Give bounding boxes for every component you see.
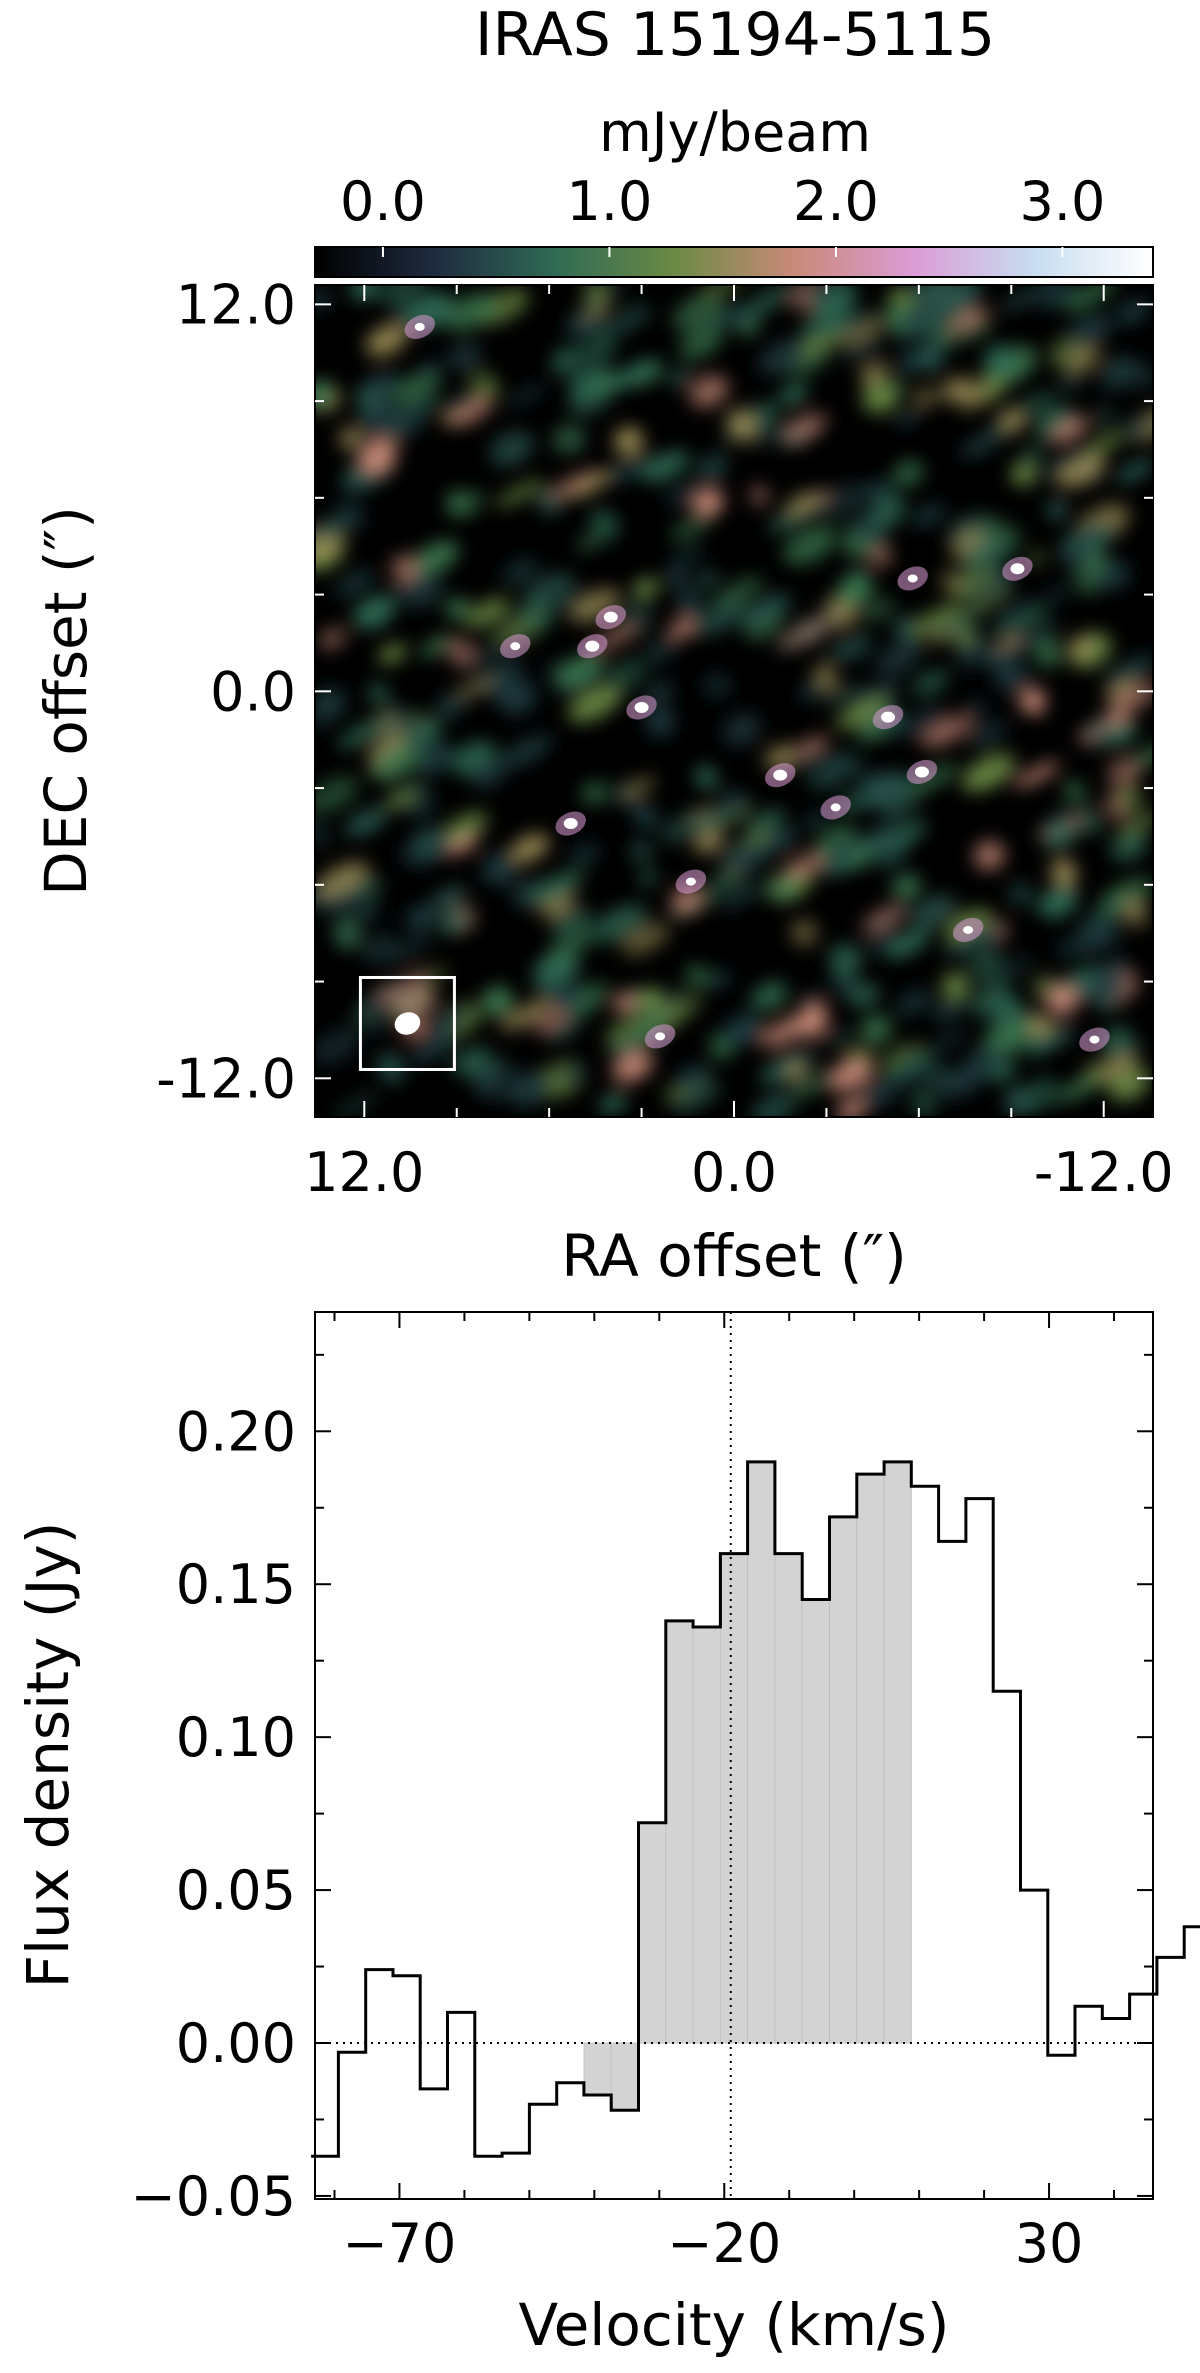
shaded-bin xyxy=(692,1626,721,2044)
spectrum-y-tick-label: 0.15 xyxy=(176,1553,296,1616)
map-peak xyxy=(603,611,618,623)
map-peak xyxy=(963,925,974,934)
map-peak xyxy=(1010,563,1025,575)
map-peak xyxy=(914,766,929,778)
shaded-bin xyxy=(856,1473,885,2044)
map-y-tick-label: 12.0 xyxy=(176,273,296,336)
shaded-bin xyxy=(801,1599,830,2044)
map-peak xyxy=(563,818,578,830)
spectrum-y-tick-label: 0.05 xyxy=(176,1859,296,1922)
spectrum-x-tick-label: 30 xyxy=(1015,2212,1084,2275)
intensity-map xyxy=(315,285,1153,1117)
map-peak xyxy=(773,769,788,781)
map-title: IRAS 15194-5115 xyxy=(475,0,995,70)
map-tick-labels: 12.0 0.0 -12.012.00.0-12.0 xyxy=(156,273,1173,1204)
map-peak xyxy=(881,711,896,723)
map-peak xyxy=(634,701,649,713)
shaded-bin xyxy=(719,1553,749,2044)
map-peak xyxy=(655,1032,666,1041)
spectrum-y-tick-label: 0.00 xyxy=(176,2012,296,2075)
map-y-axis-label: DEC offset (″) xyxy=(32,506,100,896)
colorbar xyxy=(314,246,1154,278)
colorbar-ticks xyxy=(381,247,1064,257)
colorbar-tick-label: 1.0 xyxy=(566,170,652,233)
spectrum-x-axis-label: Velocity (km/s) xyxy=(518,2291,949,2359)
map-peak xyxy=(510,642,521,651)
map-peak xyxy=(830,803,841,812)
map-y-tick-label: -12.0 xyxy=(156,1047,296,1110)
shaded-bin xyxy=(638,1822,667,2044)
colorbar-tick-label: 0.0 xyxy=(340,170,426,233)
colorbar-tick-labels: 0.0 1.0 2.0 3.0 xyxy=(340,170,1105,233)
map-peak xyxy=(685,877,696,886)
shaded-bin xyxy=(774,1553,803,2044)
beam-ellipse xyxy=(394,1012,421,1035)
shaded-bin xyxy=(665,1620,694,2044)
map-x-tick-label: 12.0 xyxy=(304,1141,424,1204)
spectrum-frame xyxy=(314,1311,1154,2200)
shaded-bin xyxy=(829,1516,858,2044)
spectrum-ticks xyxy=(315,1312,1153,2199)
spectrum-x-tick-label: −20 xyxy=(667,2212,781,2275)
spectrum-x-tick-label: −70 xyxy=(342,2212,456,2275)
spectrum-y-axis-label: Flux density (Jy) xyxy=(14,1522,82,1989)
shaded-bin xyxy=(610,2042,639,2111)
map-peak xyxy=(1089,1035,1100,1044)
shaded-bin xyxy=(583,2042,612,2096)
colorbar-label: mJy/beam xyxy=(599,101,871,164)
spectrum-y-tick-label: 0.10 xyxy=(176,1706,296,1769)
spectrum-y-tick-label: −0.05 xyxy=(131,2165,296,2228)
shaded-bin xyxy=(883,1461,912,2044)
beam-box xyxy=(358,975,456,1071)
spectrum-line xyxy=(311,1460,1200,2158)
colorbar-tick-label: 2.0 xyxy=(793,170,879,233)
map-y-tick-label: 0.0 xyxy=(210,660,296,723)
map-x-tick-label: 0.0 xyxy=(691,1141,777,1204)
beam-indicator xyxy=(358,975,456,1071)
map-peak xyxy=(414,322,425,331)
spectrum-y-tick-label: 0.20 xyxy=(176,1400,296,1463)
spectrum-plot xyxy=(311,1312,1200,2199)
colorbar-tick-label: 3.0 xyxy=(1019,170,1105,233)
shaded-bin xyxy=(747,1461,776,2044)
spectrum-tick-labels: −70 −20 30 0.20 0.15 0.10 0.05 0.00 −0.05 xyxy=(131,1400,1084,2275)
map-peak xyxy=(907,574,918,583)
map-x-tick-label: -12.0 xyxy=(1034,1141,1174,1204)
map-x-axis-label: RA offset (″) xyxy=(561,1222,907,1290)
map-ticks xyxy=(315,285,1153,1117)
map-peak xyxy=(585,640,600,652)
